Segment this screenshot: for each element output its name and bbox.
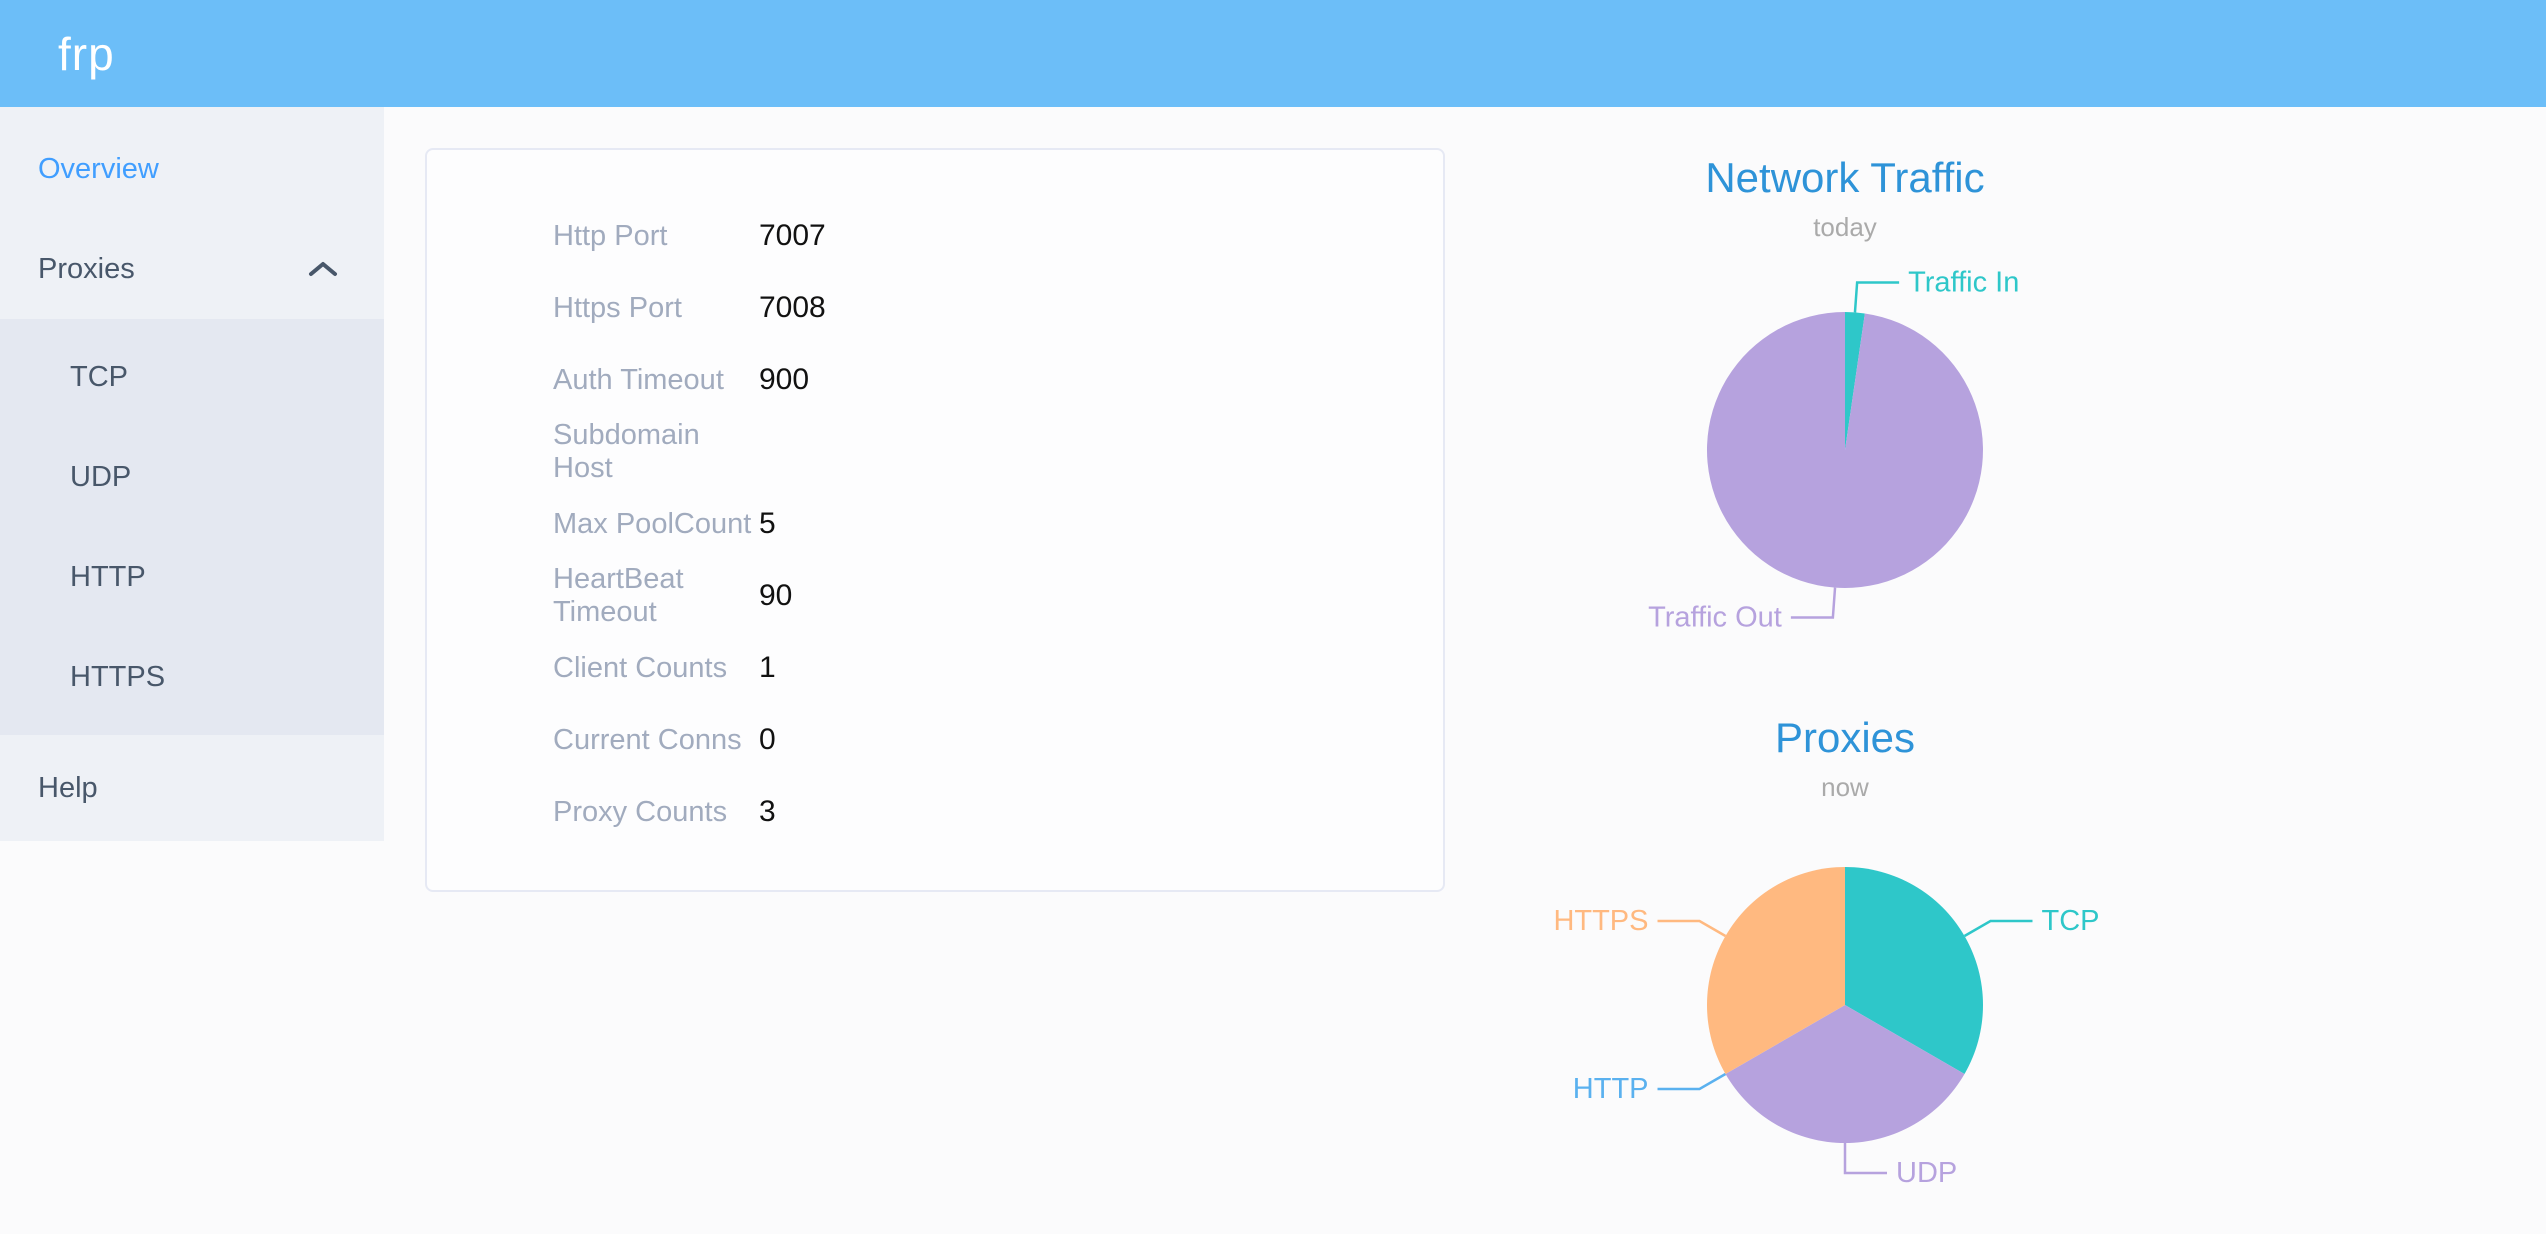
pie-leader-traffic-out bbox=[1790, 587, 1837, 619]
config-label: Client Counts bbox=[553, 651, 728, 684]
pie-label-https: HTTPS bbox=[1553, 905, 1648, 937]
pie-leader-traffic-in bbox=[1853, 281, 1900, 313]
config-row: Proxy Counts 3 bbox=[427, 776, 1443, 848]
network-traffic-pie: Traffic In Traffic Out bbox=[1648, 266, 2019, 634]
chart-title: Network Traffic bbox=[1705, 154, 1985, 201]
sidebar-item-http[interactable]: HTTP bbox=[0, 527, 384, 627]
config-value: 7008 bbox=[759, 291, 826, 324]
sidebar-item-overview[interactable]: Overview bbox=[0, 119, 384, 219]
config-label: Auth Timeout bbox=[553, 363, 724, 396]
sidebar-item-tcp[interactable]: TCP bbox=[0, 327, 384, 427]
sidebar-item-label: Help bbox=[38, 771, 98, 804]
config-value: 0 bbox=[759, 723, 776, 756]
pie-leader-tcp bbox=[1963, 919, 2033, 938]
app-header: frp bbox=[0, 0, 2546, 107]
config-label: HeartBeat Timeout bbox=[553, 563, 684, 628]
config-label: Max PoolCount bbox=[553, 507, 752, 540]
sidebar-item-label: HTTPS bbox=[70, 660, 166, 693]
config-value: 5 bbox=[759, 507, 776, 540]
network-traffic-chart: Traffic In Traffic Out Network Traffic to… bbox=[1445, 140, 2245, 700]
config-value: 7007 bbox=[759, 219, 826, 252]
pie-label-traffic-in: Traffic In bbox=[1908, 266, 2019, 298]
proxies-pie: TCP UDP HTTP HTTPS bbox=[1553, 867, 2099, 1189]
sidebar-item-label: TCP bbox=[70, 360, 128, 393]
sidebar-item-label: Overview bbox=[38, 152, 159, 185]
config-label: Proxy Counts bbox=[553, 795, 728, 828]
pie-label-http: HTTP bbox=[1573, 1073, 1649, 1105]
config-value: 3 bbox=[759, 795, 776, 828]
config-label: Current Conns bbox=[553, 723, 742, 756]
sidebar-item-https[interactable]: HTTPS bbox=[0, 627, 384, 727]
sidebar-item-label: HTTP bbox=[70, 560, 146, 593]
config-value: 1 bbox=[759, 651, 776, 684]
config-row: HeartBeat Timeout 90 bbox=[427, 560, 1443, 632]
sidebar: Overview Proxies TCP UDP HTTP HTTPS Help bbox=[0, 107, 384, 841]
pie-label-traffic-out: Traffic Out bbox=[1648, 602, 1782, 634]
pie-slice-traffic-in[interactable] bbox=[1845, 312, 1865, 450]
config-row: Max PoolCount 5 bbox=[427, 488, 1443, 560]
pie-slice-udp[interactable] bbox=[1725, 1005, 1965, 1143]
config-value: 90 bbox=[759, 579, 793, 612]
proxies-chart: TCP UDP HTTP HTTPS Proxies now bbox=[1445, 700, 2245, 1234]
sidebar-item-proxies[interactable]: Proxies bbox=[0, 219, 384, 319]
pie-slice-https[interactable] bbox=[1707, 867, 1845, 1074]
config-row: Auth Timeout 900 bbox=[427, 344, 1443, 416]
config-row: Current Conns 0 bbox=[427, 704, 1443, 776]
config-label: Subdomain Host bbox=[553, 419, 700, 484]
pie-leader-http bbox=[1657, 1072, 1727, 1091]
chart-title: Proxies bbox=[1774, 714, 1916, 761]
pie-leader-udp bbox=[1843, 1143, 1887, 1175]
sidebar-item-label: Proxies bbox=[38, 252, 135, 285]
chart-subtitle: today bbox=[1813, 212, 1877, 242]
sidebar-item-label: UDP bbox=[70, 460, 132, 493]
chart-subtitle: now bbox=[1821, 772, 1869, 802]
config-row: Client Counts 1 bbox=[427, 632, 1443, 704]
config-row: Https Port 7008 bbox=[427, 272, 1443, 344]
config-row: Subdomain Host bbox=[427, 416, 1443, 488]
pie-slice-tcp[interactable] bbox=[1845, 867, 1983, 1074]
pie-leader-https bbox=[1657, 919, 1727, 938]
config-value: 900 bbox=[759, 363, 810, 396]
sidebar-item-help[interactable]: Help bbox=[0, 735, 384, 841]
config-row: Http Port 7007 bbox=[427, 200, 1443, 272]
config-label: Https Port bbox=[553, 291, 682, 324]
server-config-card: Http Port 7007 Https Port 7008 Auth Time… bbox=[425, 148, 1445, 892]
chevron-up-icon bbox=[309, 262, 337, 276]
pie-label-udp: UDP bbox=[1896, 1157, 1957, 1189]
sidebar-submenu-proxies: TCP UDP HTTP HTTPS bbox=[0, 319, 384, 735]
sidebar-item-udp[interactable]: UDP bbox=[0, 427, 384, 527]
pie-label-tcp: TCP bbox=[2041, 905, 2099, 937]
pie-slice-traffic-out[interactable] bbox=[1706, 312, 1983, 589]
app-logo: frp bbox=[58, 27, 115, 80]
config-label: Http Port bbox=[553, 219, 668, 252]
